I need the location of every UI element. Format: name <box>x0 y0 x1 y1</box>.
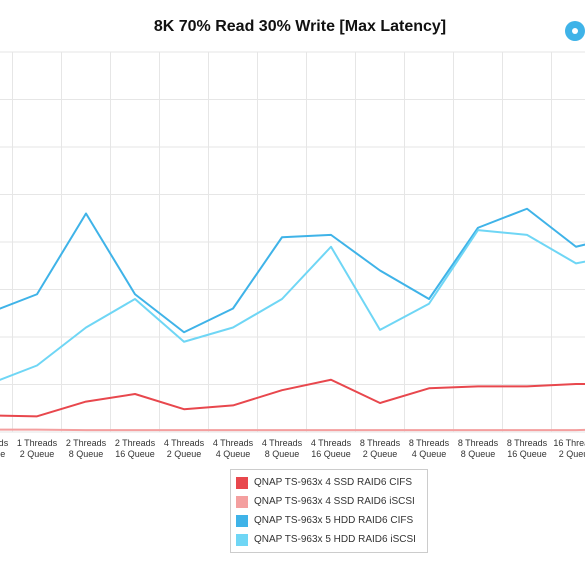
series-line-1[interactable] <box>0 378 585 418</box>
legend-item-3[interactable]: QNAP TS-963x 5 HDD RAID6 CIFS <box>231 511 427 530</box>
legend-label: QNAP TS-963x 5 HDD RAID6 iSCSI <box>254 534 416 545</box>
legend-swatch <box>236 476 248 489</box>
x-tick-label: 8 Threads 4 Queue <box>409 438 450 459</box>
legend-item-2[interactable]: QNAP TS-963x 4 SSD RAID6 iSCSI <box>231 492 427 511</box>
chart-menu-icon[interactable] <box>565 21 585 41</box>
legend-label: QNAP TS-963x 5 HDD RAID6 CIFS <box>254 515 414 526</box>
legend-label: QNAP TS-963x 4 SSD RAID6 CIFS <box>254 477 413 488</box>
chart-title: 8K 70% Read 30% Write [Max Latency] <box>153 18 447 35</box>
series-line-3[interactable] <box>0 207 585 334</box>
chart-legend: QNAP TS-963x 4 SSD RAID6 CIFS QNAP TS-963… <box>230 469 428 553</box>
x-tick-label: 8 Threads 8 Queue <box>458 438 499 459</box>
x-tick-label: 4 Threads 4 Queue <box>213 438 254 459</box>
x-tick-label: 2 Threads 16 Queue <box>115 438 156 459</box>
x-tick-label: 2 Threads 8 Queue <box>66 438 107 459</box>
series-line-2[interactable] <box>0 428 585 432</box>
series-line-4[interactable] <box>0 229 585 384</box>
x-tick-label: 4 Threads 8 Queue <box>262 438 303 459</box>
legend-label: QNAP TS-963x 4 SSD RAID6 iSCSI <box>254 496 415 507</box>
legend-swatch <box>236 533 248 546</box>
x-tick-label: 4 Threads 16 Queue <box>311 438 352 459</box>
legend-item-1[interactable]: QNAP TS-963x 4 SSD RAID6 CIFS <box>231 473 427 492</box>
legend-swatch <box>236 495 248 508</box>
x-tick-label: 1 Threads 2 Queue <box>17 438 58 459</box>
series-lines <box>0 207 585 432</box>
legend-swatch <box>236 514 248 527</box>
x-tick-label: 8 Threads 2 Queue <box>360 438 401 459</box>
x-tick-label: 8 Threads 16 Queue <box>507 438 548 459</box>
x-tick-label: 4 Threads 2 Queue <box>164 438 205 459</box>
legend-item-4[interactable]: QNAP TS-963x 5 HDD RAID6 iSCSI <box>231 530 427 549</box>
grid-lines <box>0 51 585 433</box>
